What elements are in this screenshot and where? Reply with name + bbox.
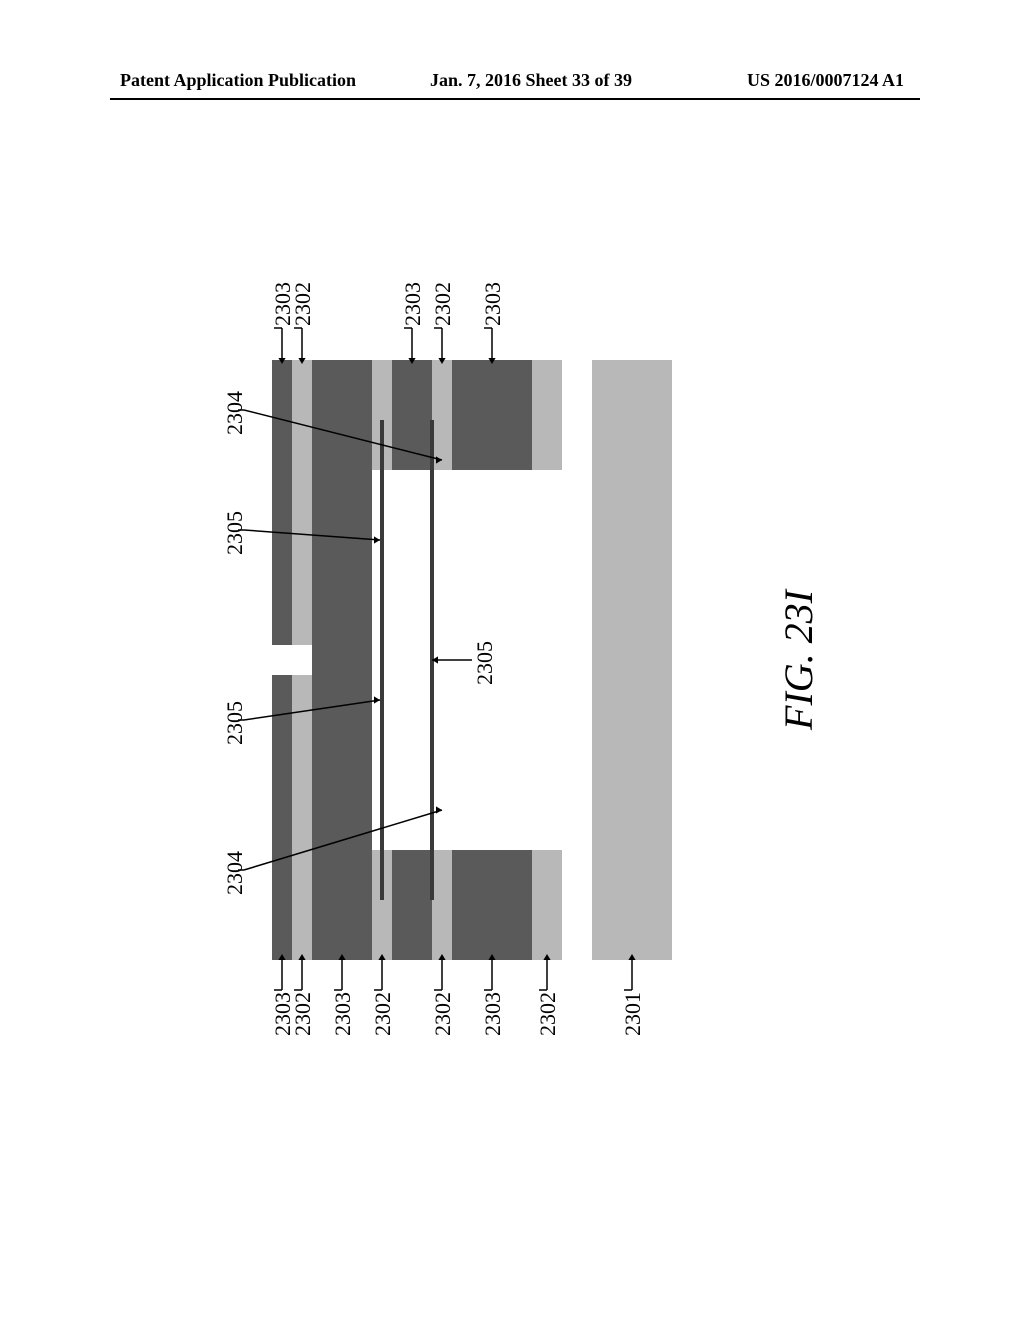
leader-line	[430, 326, 454, 366]
ref-label: 2303	[330, 992, 356, 1050]
page: Patent Application Publication Jan. 7, 2…	[0, 0, 1024, 1320]
ref-label: 2303	[400, 282, 426, 326]
leader-line	[370, 952, 394, 992]
figure: 23032302230323022302230323022301 2303230…	[192, 270, 832, 1050]
ref-label: 2302	[290, 282, 316, 326]
leader-line	[236, 802, 450, 878]
leader-line	[330, 952, 354, 992]
leader-line	[620, 952, 644, 992]
leader-line	[236, 522, 388, 548]
leader-line	[236, 402, 450, 468]
ref-label: 2302	[430, 992, 456, 1050]
leader-line	[290, 952, 314, 992]
leader-line	[480, 326, 504, 366]
leader-line	[430, 952, 454, 992]
header-rule	[110, 98, 920, 100]
leader-line	[480, 952, 504, 992]
layer-2301	[592, 360, 672, 960]
ref-label: 2302	[535, 992, 561, 1050]
layer-gap	[562, 360, 592, 960]
header-right: US 2016/0007124 A1	[747, 70, 904, 91]
figure-caption: FIG. 23I	[775, 590, 822, 730]
ref-label: 2303	[480, 282, 506, 326]
leader-line	[424, 652, 480, 668]
ref-label: 2302	[370, 992, 396, 1050]
leader-line	[236, 692, 388, 728]
header-center: Jan. 7, 2016 Sheet 33 of 39	[430, 70, 632, 91]
ref-label: 2303	[480, 992, 506, 1050]
leader-line	[290, 326, 314, 366]
ref-label: 2301	[620, 992, 646, 1050]
ref-label: 2302	[290, 992, 316, 1050]
leader-line	[535, 952, 559, 992]
figure-rotator: 23032302230323022302230323022301 2303230…	[192, 270, 832, 1050]
cavity	[272, 645, 312, 675]
header-left: Patent Application Publication	[120, 70, 356, 91]
ref-label: 2302	[430, 282, 456, 326]
leader-line	[400, 326, 424, 366]
